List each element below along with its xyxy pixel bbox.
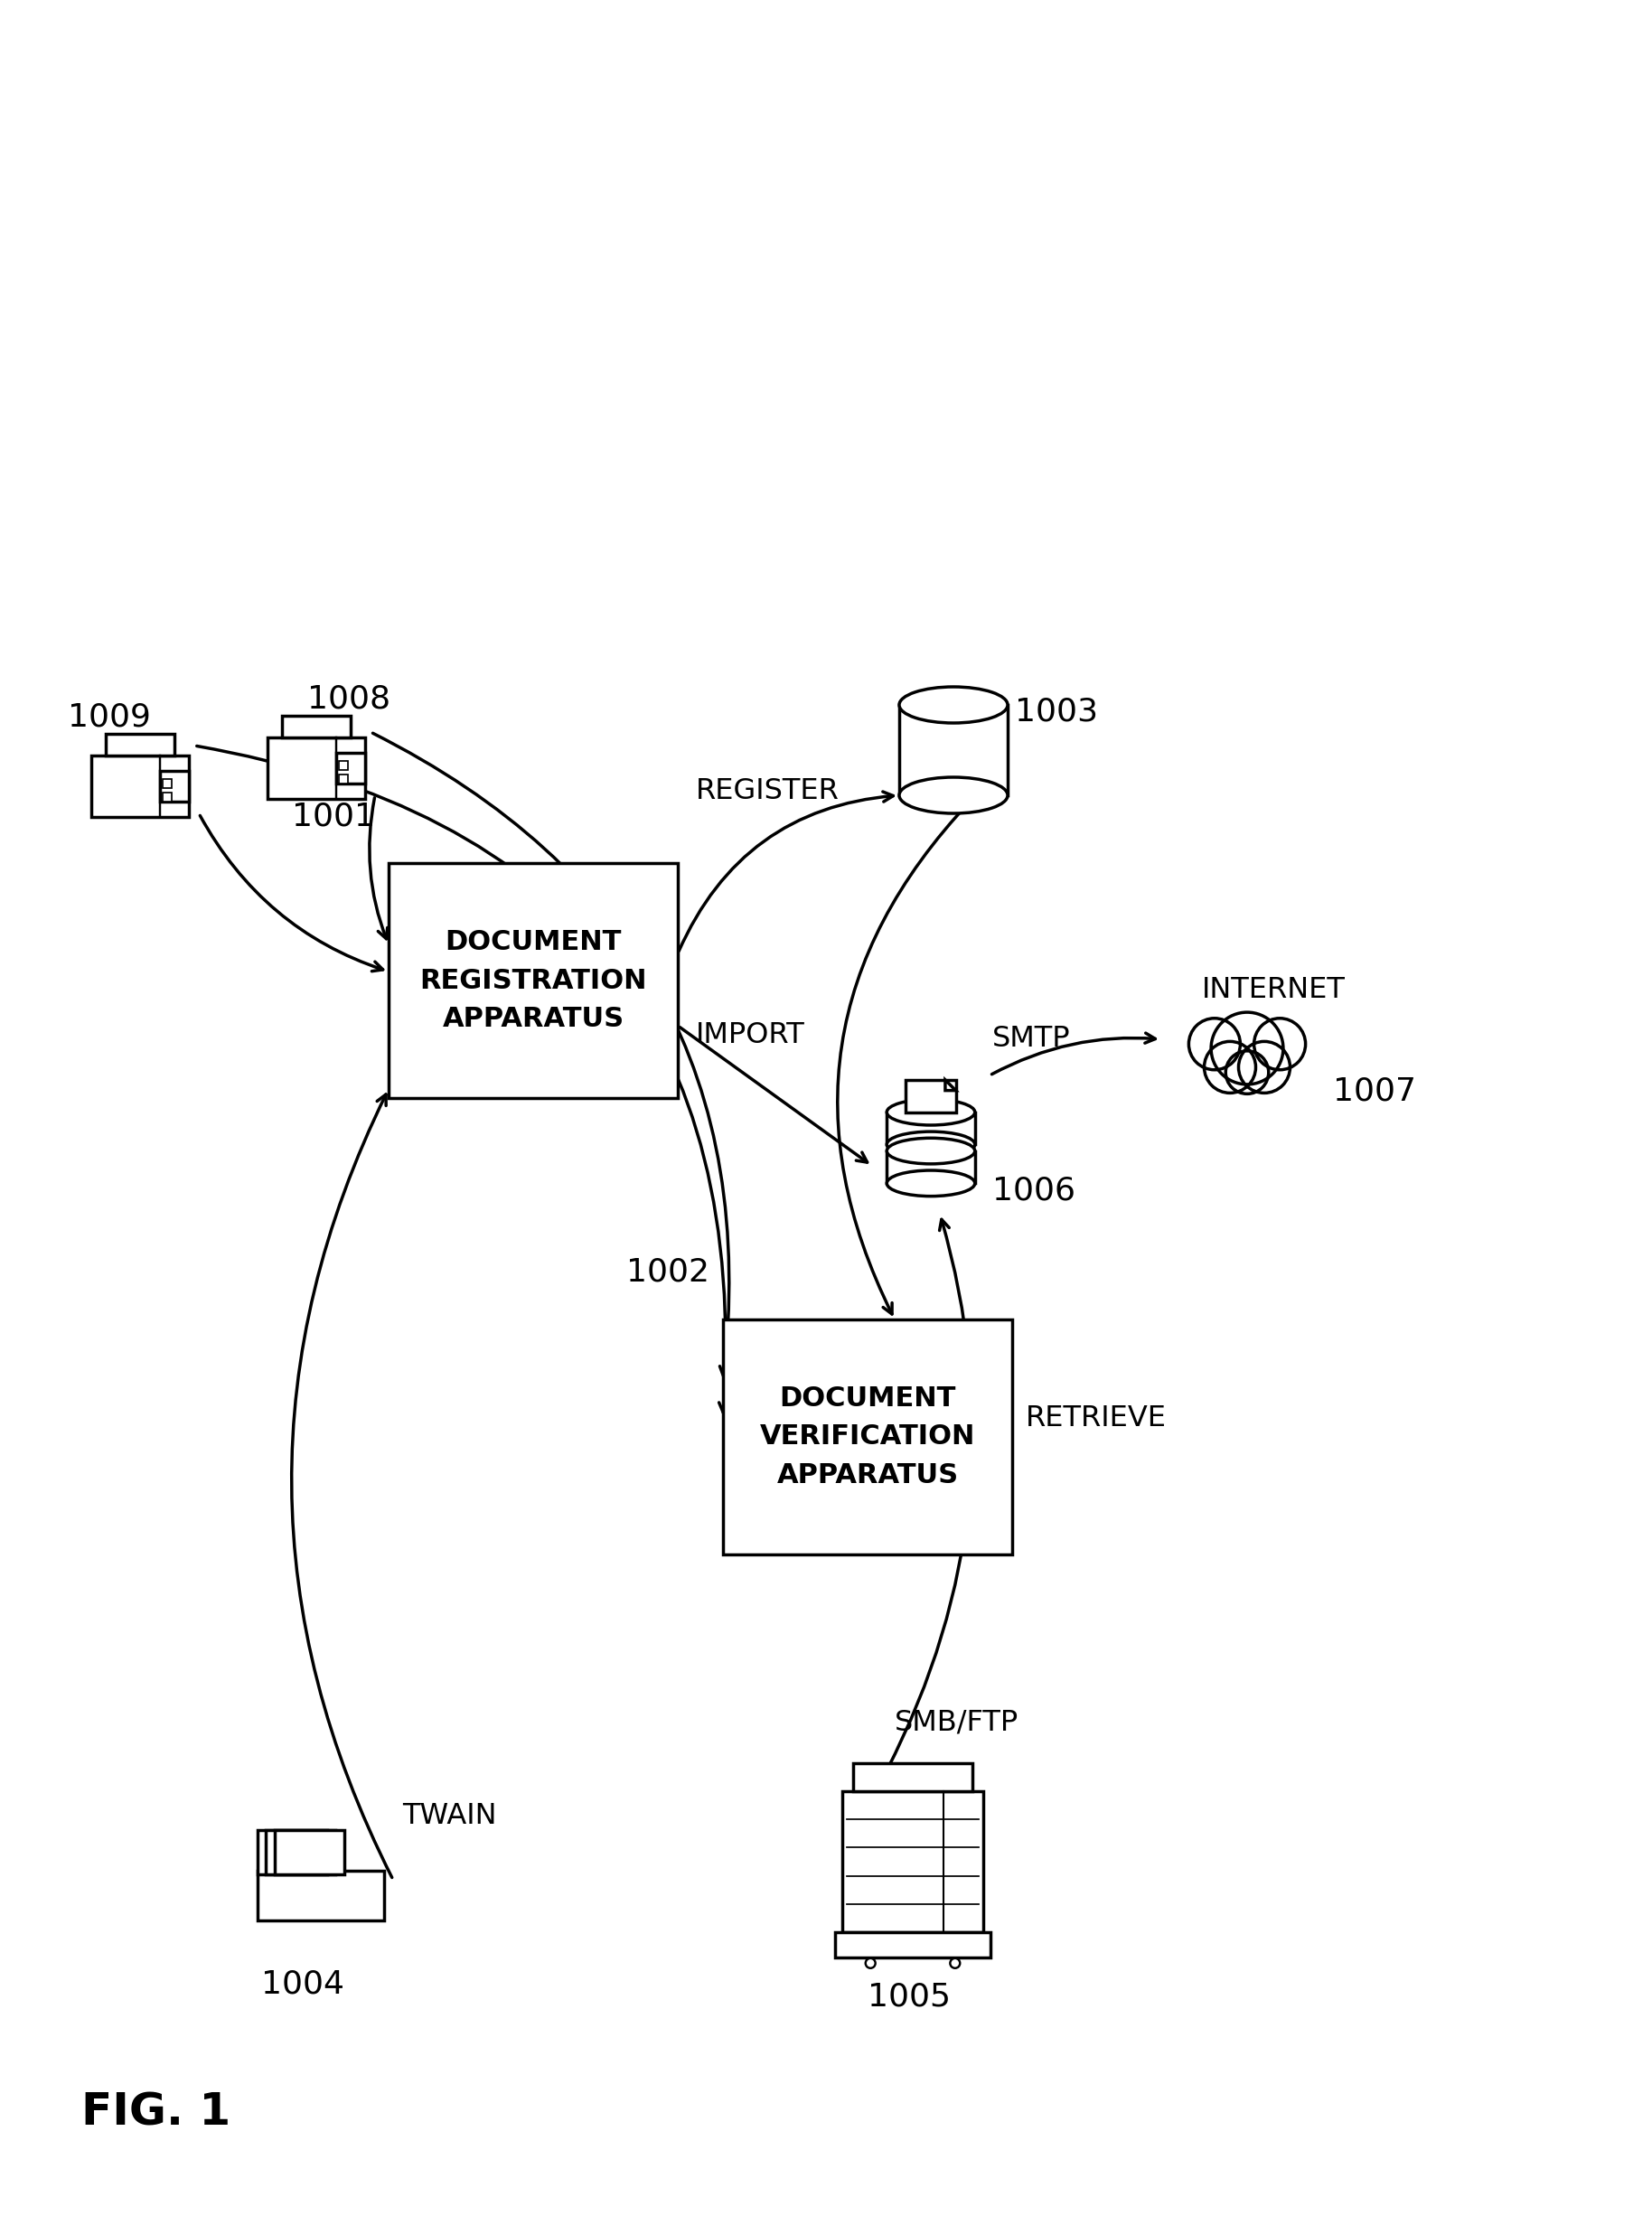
FancyArrowPatch shape — [887, 1219, 973, 1771]
FancyArrowPatch shape — [838, 801, 970, 1315]
FancyArrowPatch shape — [370, 799, 388, 939]
Text: 1008: 1008 — [307, 683, 390, 714]
Ellipse shape — [899, 688, 1008, 723]
Text: 1009: 1009 — [68, 703, 150, 732]
Text: 1004: 1004 — [261, 1969, 344, 2000]
Circle shape — [1239, 1041, 1290, 1092]
Text: 1001: 1001 — [292, 801, 375, 832]
Bar — [843, 1791, 983, 1931]
Text: 1002: 1002 — [626, 1257, 709, 1288]
Text: 1005: 1005 — [867, 1980, 950, 2011]
Bar — [160, 770, 190, 801]
Text: DOCUMENT
REGISTRATION
APPARATUS: DOCUMENT REGISTRATION APPARATUS — [420, 928, 648, 1032]
Text: FIG. 1: FIG. 1 — [81, 2092, 231, 2134]
Circle shape — [1204, 1041, 1256, 1092]
FancyBboxPatch shape — [258, 1829, 327, 1873]
Bar — [836, 1931, 990, 1958]
Circle shape — [1254, 1019, 1305, 1070]
Text: 1006: 1006 — [993, 1175, 1075, 1206]
Bar — [91, 756, 190, 817]
Text: 1007: 1007 — [1333, 1075, 1416, 1106]
Bar — [282, 716, 350, 736]
Bar — [339, 774, 349, 783]
Bar — [852, 1762, 973, 1791]
Circle shape — [1189, 1019, 1241, 1070]
Text: INTERNET: INTERNET — [1203, 977, 1345, 1003]
Circle shape — [950, 1958, 960, 1969]
Text: 1003: 1003 — [1014, 696, 1099, 728]
FancyArrowPatch shape — [200, 817, 383, 972]
Bar — [887, 1150, 975, 1184]
Polygon shape — [945, 1079, 957, 1090]
Text: REGISTER: REGISTER — [695, 777, 839, 805]
Ellipse shape — [887, 1170, 975, 1197]
Text: RETRIEVE: RETRIEVE — [1026, 1404, 1166, 1433]
Ellipse shape — [887, 1133, 975, 1157]
Circle shape — [1211, 1012, 1284, 1084]
Ellipse shape — [887, 1099, 975, 1126]
Bar — [899, 705, 1008, 794]
FancyArrowPatch shape — [679, 792, 894, 950]
Text: SMB/FTP: SMB/FTP — [895, 1709, 1019, 1738]
Bar — [258, 1871, 385, 1920]
Bar — [335, 752, 365, 783]
Text: DOCUMENT
VERIFICATION
APPARATUS: DOCUMENT VERIFICATION APPARATUS — [760, 1386, 975, 1489]
FancyBboxPatch shape — [266, 1829, 335, 1873]
Bar — [388, 863, 677, 1099]
Bar — [905, 1079, 957, 1112]
FancyBboxPatch shape — [274, 1829, 344, 1873]
FancyArrowPatch shape — [991, 1032, 1155, 1075]
Bar — [887, 1112, 975, 1144]
Bar — [106, 734, 175, 756]
FancyArrowPatch shape — [292, 1095, 392, 1878]
Circle shape — [866, 1958, 876, 1969]
Bar — [724, 1319, 1013, 1555]
FancyArrowPatch shape — [197, 745, 729, 1413]
Ellipse shape — [899, 777, 1008, 814]
Ellipse shape — [887, 1137, 975, 1164]
Bar — [339, 761, 349, 770]
Text: IMPORT: IMPORT — [695, 1021, 805, 1048]
Circle shape — [1226, 1050, 1269, 1095]
Text: TWAIN: TWAIN — [401, 1802, 497, 1831]
Bar — [164, 779, 172, 788]
Bar — [268, 736, 365, 799]
FancyArrowPatch shape — [373, 734, 730, 1377]
Text: SMTР: SMTР — [993, 1026, 1070, 1052]
Bar — [164, 792, 172, 801]
FancyArrowPatch shape — [681, 1028, 867, 1161]
